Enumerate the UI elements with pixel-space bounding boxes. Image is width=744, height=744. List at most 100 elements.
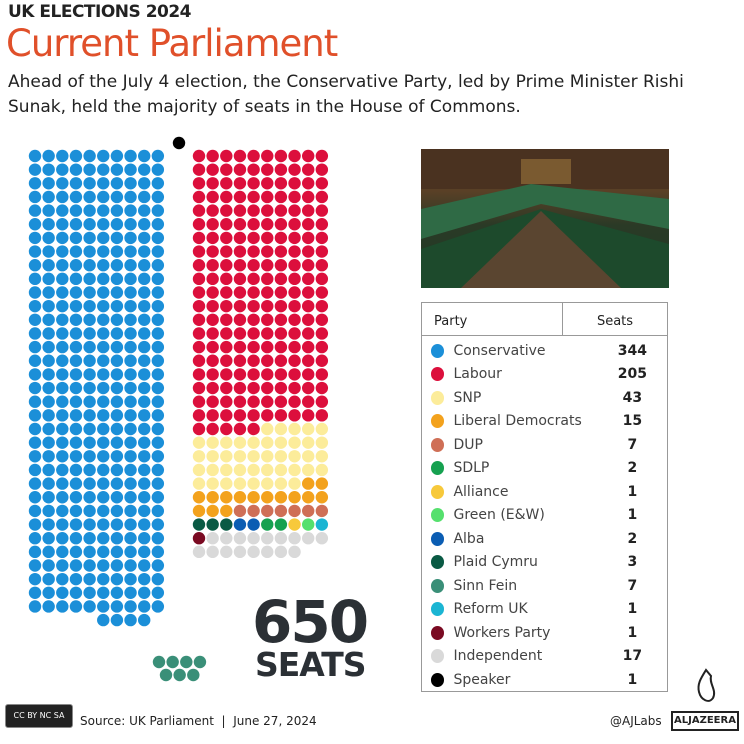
seat-dot-labour — [288, 327, 301, 340]
seat-dot-conservative — [83, 463, 96, 477]
seat-dot-workers-party — [192, 532, 206, 545]
seat-dot-labour — [302, 395, 315, 408]
seat-dot-labour — [274, 231, 288, 245]
seat-dot-conservative — [97, 532, 110, 545]
seat-dot-conservative — [28, 313, 42, 326]
seat-dot-labour — [206, 422, 219, 436]
seat-dot-labour — [302, 368, 315, 381]
seat-dot-labour — [288, 163, 301, 176]
party-name: Green (E&W) — [453, 507, 545, 523]
party-color-swatch — [431, 508, 445, 522]
seat-dot-conservative — [42, 409, 55, 422]
seat-dot-labour — [192, 163, 206, 176]
seat-dot-conservative — [83, 422, 96, 436]
seat-dot-conservative — [151, 286, 165, 299]
seat-dot-liberal-democrats — [288, 491, 301, 504]
seat-dot-conservative — [124, 327, 137, 340]
party-name: Sinn Fein — [453, 577, 518, 594]
seat-dot-conservative — [83, 313, 96, 326]
seat-dot-labour — [261, 313, 274, 326]
seat-dot-labour — [274, 286, 288, 299]
seat-dot-conservative — [42, 368, 55, 381]
seat-dot-conservative — [28, 340, 42, 354]
seat-dot-conservative — [83, 368, 96, 381]
party-seats: 2 — [627, 530, 638, 547]
seat-dot-conservative — [138, 436, 151, 449]
seat-dot-labour — [192, 395, 206, 408]
seat-dot-conservative — [97, 163, 110, 176]
seat-dot-conservative — [42, 259, 55, 272]
seat-dot-conservative — [151, 463, 165, 477]
seat-dot-conservative — [124, 450, 137, 463]
subtitle: Ahead of the July 4 election, the Conser… — [8, 72, 684, 117]
seat-dot-labour — [261, 259, 274, 272]
seat-dot-conservative — [97, 613, 110, 627]
seat-dot-conservative — [56, 313, 69, 326]
seat-dot-conservative — [56, 327, 69, 340]
seat-dot-dup — [274, 504, 288, 518]
seat-dot-conservative — [42, 231, 55, 245]
aljazeera-emblem-icon — [697, 668, 716, 702]
seat-dot-conservative — [83, 218, 96, 231]
party-color-swatch — [431, 602, 445, 616]
seat-dot-conservative — [124, 218, 137, 231]
seat-dot-conservative — [69, 259, 83, 272]
seat-dot-snp — [206, 450, 219, 463]
party-seats: 1 — [627, 671, 638, 688]
seat-dot-labour — [261, 368, 274, 381]
seat-dot-labour — [192, 259, 206, 272]
seat-dot-conservative — [151, 259, 165, 272]
seat-dot-snp — [274, 422, 288, 436]
party-name: Alba — [453, 530, 485, 547]
seat-dot-conservative — [28, 368, 42, 381]
seat-dot-labour — [315, 409, 329, 422]
seat-dot-conservative — [138, 368, 151, 381]
seat-dot-labour — [247, 286, 260, 299]
seat-dot-conservative — [124, 313, 137, 326]
seat-dot-dup — [233, 504, 247, 518]
party-seats: 1 — [627, 624, 638, 641]
seat-dot-conservative — [124, 354, 137, 367]
seat-dot-labour — [302, 177, 315, 190]
aljazeera-logo: ALJAZEERA — [671, 711, 739, 731]
seat-dot-conservative — [56, 409, 69, 422]
seat-dot-snp — [274, 463, 288, 477]
party-color-swatch — [431, 390, 445, 405]
seat-dot-conservative — [56, 286, 69, 299]
seat-dot-conservative — [97, 190, 110, 204]
seat-dot-conservative — [28, 327, 42, 340]
party-seats: 3 — [627, 554, 638, 570]
seat-dot-conservative — [97, 422, 110, 436]
seat-dot-liberal-democrats — [302, 491, 315, 504]
seat-dot-conservative — [28, 586, 42, 599]
source-text: Source: UK Parliament | June 27, 2024 — [80, 714, 317, 728]
seat-dot-liberal-democrats — [315, 491, 329, 504]
seat-dot-conservative — [69, 354, 83, 367]
seat-dot-snp — [288, 422, 301, 436]
seat-dot-conservative — [56, 450, 69, 463]
seat-dot-conservative — [56, 231, 69, 245]
seat-dot-conservative — [124, 572, 137, 586]
seat-dot-conservative — [138, 422, 151, 436]
seat-dot-labour — [315, 313, 329, 326]
seat-dot-conservative — [151, 177, 165, 190]
seat-dot-conservative — [97, 149, 110, 163]
seat-dot-conservative — [124, 177, 137, 190]
seat-dot-labour — [247, 190, 260, 204]
seat-dot-labour — [233, 340, 247, 354]
seat-dot-labour — [302, 218, 315, 231]
seat-dot-labour — [247, 313, 260, 326]
seat-dot-labour — [220, 340, 233, 354]
seat-dot-conservative — [138, 572, 151, 586]
seat-dot-conservative — [83, 231, 96, 245]
seat-dot-conservative — [138, 409, 151, 422]
seat-dot-green-e-w — [302, 518, 315, 531]
party-name: Reform UK — [453, 601, 528, 617]
seat-dot-conservative — [56, 504, 69, 518]
seat-dot-conservative — [110, 313, 124, 326]
seat-dot-conservative — [138, 313, 151, 326]
seat-dot-snp — [315, 436, 329, 449]
party-seats: 7 — [627, 577, 638, 594]
seat-dot-snp — [206, 477, 219, 490]
seat-dot-liberal-democrats — [220, 491, 233, 504]
